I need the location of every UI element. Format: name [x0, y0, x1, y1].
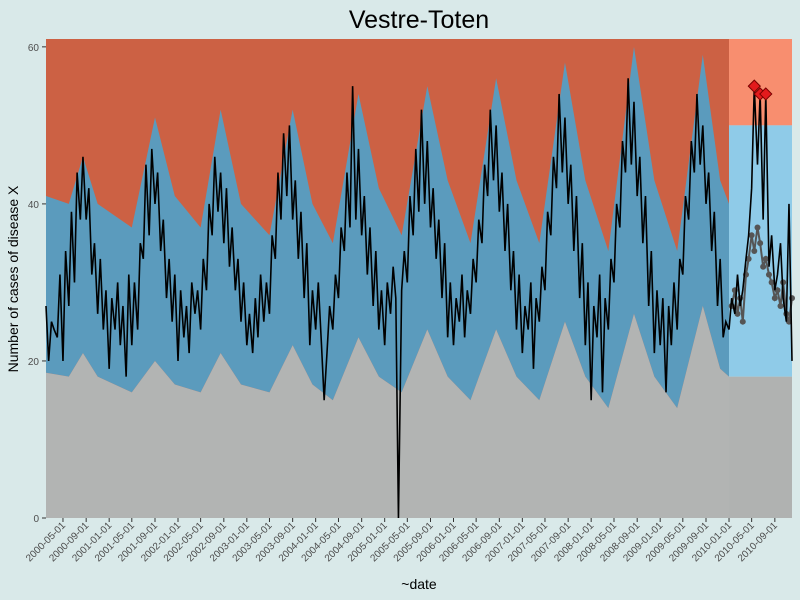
y-axis-label: Number of cases of disease X	[5, 185, 21, 372]
prediction-point	[751, 248, 758, 255]
grey-zone	[46, 305, 730, 518]
y-tick-label: 20	[28, 357, 40, 368]
prediction-point	[774, 287, 781, 294]
grey-zone-prediction	[729, 376, 792, 518]
x-axis: 2000-05-012000-09-012001-01-012001-05-01…	[24, 518, 780, 564]
prediction-point	[739, 318, 746, 325]
prediction-points-line	[730, 227, 793, 323]
prediction-point	[745, 255, 752, 262]
prediction-point	[765, 271, 772, 278]
chart-title: Vestre-Toten	[349, 6, 489, 34]
prediction-point	[789, 295, 795, 302]
y-tick-label: 0	[33, 514, 39, 525]
prediction-point	[754, 224, 761, 231]
prediction-point	[757, 240, 764, 247]
cases-line	[45, 78, 730, 519]
plot-area	[45, 39, 795, 519]
y-tick-label: 40	[28, 200, 40, 211]
prediction-point	[762, 255, 769, 262]
y-axis: 0 20 40 60	[28, 43, 46, 525]
x-axis-label: ~date	[401, 576, 437, 592]
prediction-point	[760, 263, 767, 270]
prediction-point	[748, 232, 755, 239]
outbreak-marker	[747, 79, 761, 93]
prediction-point	[777, 302, 784, 309]
prediction-point	[768, 279, 775, 286]
prediction-point	[771, 295, 778, 302]
prediction-point	[734, 310, 741, 317]
outbreak-marker	[759, 87, 773, 101]
y-tick-label: 60	[28, 43, 40, 54]
